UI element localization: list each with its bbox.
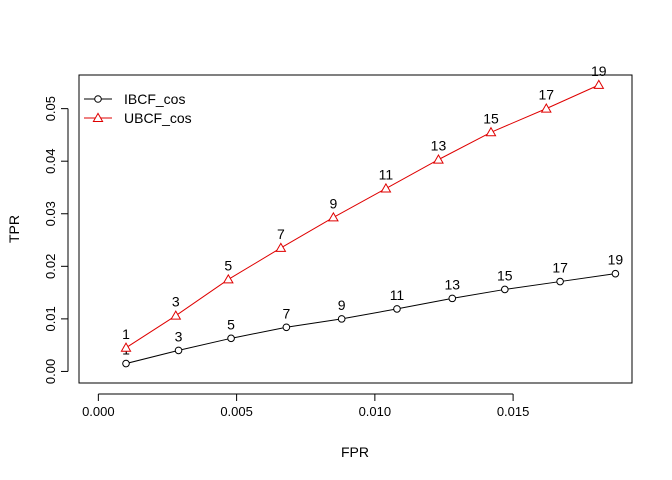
point-label: 5: [224, 257, 232, 273]
data-point: [593, 79, 605, 89]
y-tick-label: 0.00: [43, 359, 58, 384]
point-label: 19: [608, 252, 624, 268]
legend-item: IBCF_cos: [84, 91, 185, 107]
point-label: 17: [552, 260, 568, 276]
y-tick-label: 0.02: [43, 254, 58, 279]
legend-item: UBCF_cos: [84, 110, 192, 126]
data-point: [227, 334, 235, 343]
point-label: 9: [329, 195, 337, 211]
legend-triangle-icon: [92, 112, 104, 122]
data-point: [222, 273, 234, 284]
data-point: [170, 310, 182, 320]
point-label: 11: [390, 287, 405, 303]
x-tick-label: 0.015: [497, 404, 530, 419]
x-tick-label: 0.010: [359, 404, 392, 419]
point-label: 3: [172, 294, 180, 310]
legend-circle-icon: [94, 95, 102, 103]
point-label: 9: [338, 297, 346, 313]
data-point: [380, 182, 392, 193]
point-label: 15: [497, 267, 513, 283]
point-label: 13: [444, 276, 460, 292]
data-point: [556, 277, 564, 286]
legend-label: UBCF_cos: [124, 110, 192, 126]
point-label: 3: [175, 328, 183, 344]
series-line: [125, 273, 616, 365]
data-point: [120, 342, 132, 352]
data-point: [122, 359, 130, 368]
data-point: [485, 126, 497, 137]
data-point: [432, 154, 444, 164]
data-point: [174, 346, 183, 355]
point-label: 5: [227, 316, 235, 332]
x-tick-label: 0.000: [82, 404, 115, 419]
data-point: [275, 242, 287, 252]
series-layer: 135791113151719135791113151719: [120, 63, 624, 368]
data-point: [448, 294, 457, 303]
point-label: 7: [282, 305, 290, 321]
data-point: [337, 315, 346, 323]
data-point: [282, 323, 291, 332]
point-label: 17: [538, 87, 554, 103]
y-tick-label: 0.01: [43, 306, 58, 331]
legend: IBCF_cos UBCF_cos: [84, 91, 192, 126]
y-tick-label: 0.03: [43, 201, 58, 226]
y-tick-label: 0.04: [43, 149, 58, 174]
point-label: 1: [122, 326, 130, 342]
point-label: 11: [379, 167, 394, 183]
y-tick-label: 0.05: [43, 96, 58, 121]
plot-frame-group: [78, 74, 633, 384]
point-label: 7: [277, 226, 285, 242]
data-point: [540, 103, 552, 113]
y-axis: 0.00 0.01 0.02 0.03 0.04 0.05: [43, 96, 69, 384]
legend-label: IBCF_cos: [124, 91, 185, 107]
x-tick-label: 0.005: [220, 404, 253, 419]
data-point: [501, 285, 509, 294]
point-label: 13: [431, 138, 447, 154]
plot-frame: [78, 74, 633, 384]
x-axis-title: FPR: [341, 444, 369, 460]
x-axis: 0.000 0.005 0.010 0.015: [82, 393, 530, 419]
data-point: [611, 269, 620, 278]
series-line: [125, 84, 600, 349]
data-point: [327, 211, 339, 222]
point-label: 19: [591, 63, 607, 79]
point-label: 15: [483, 110, 499, 126]
y-axis-title: TPR: [6, 215, 22, 243]
data-point: [393, 305, 401, 313]
